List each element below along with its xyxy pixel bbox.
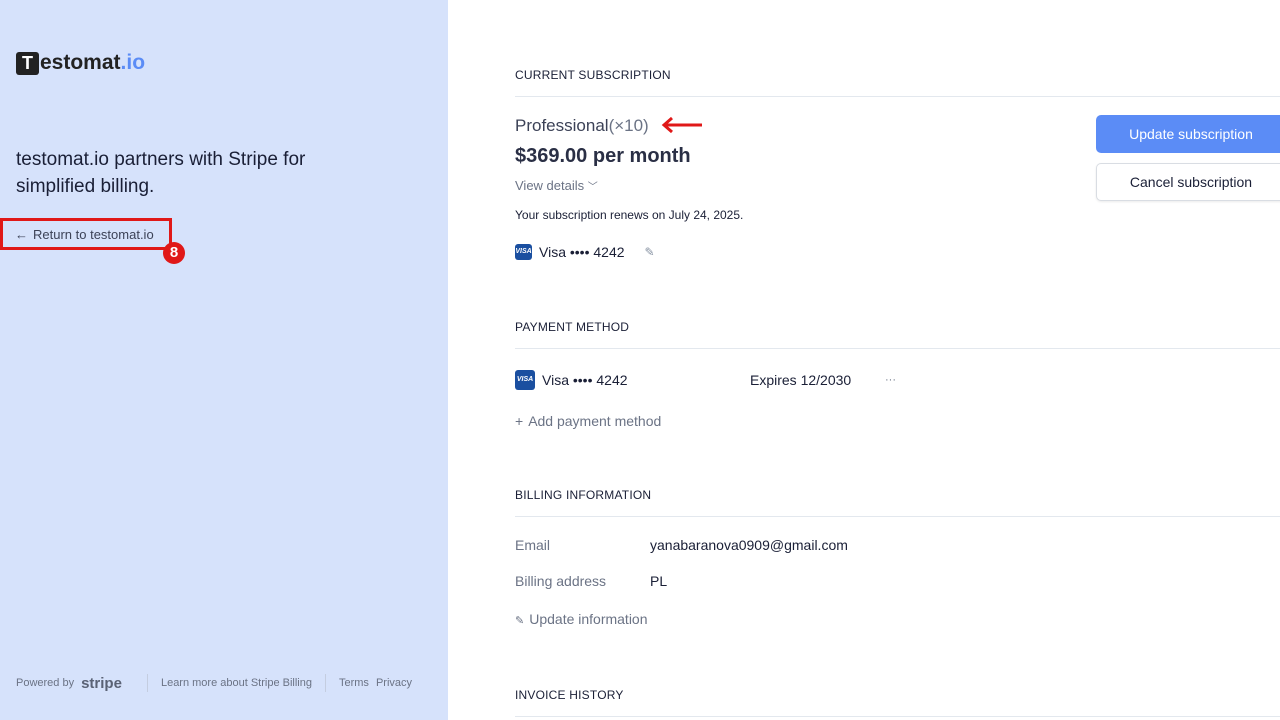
cancel-subscription-button[interactable]: Cancel subscription bbox=[1096, 163, 1280, 201]
update-information-button[interactable]: ✎ Update information bbox=[515, 611, 648, 627]
card-expiry: Expires 12/2030 bbox=[750, 372, 852, 388]
subscription-card: VISA Visa •••• 4242 ✎ bbox=[515, 244, 655, 260]
testomat-logo[interactable]: T estomat .io bbox=[16, 51, 145, 75]
card-label: Visa •••• 4242 bbox=[542, 372, 628, 388]
divider bbox=[324, 674, 326, 692]
current-subscription-header: CURRENT SUBSCRIPTION bbox=[515, 68, 1280, 97]
section-title: BILLING INFORMATION bbox=[515, 488, 652, 502]
section-title: CURRENT SUBSCRIPTION bbox=[515, 68, 671, 82]
return-link[interactable]: ← Return to testomat.io bbox=[0, 218, 172, 250]
logo-name: estomat bbox=[40, 51, 121, 74]
divider bbox=[515, 348, 1280, 349]
tagline: testomat.io partners with Stripe for sim… bbox=[16, 149, 306, 197]
divider bbox=[146, 674, 148, 692]
powered-by: Powered by bbox=[16, 677, 75, 689]
billing-information-header: BILLING INFORMATION bbox=[515, 488, 1280, 517]
payment-method-row: VISA Visa •••• 4242 Expires 12/2030 ··· bbox=[515, 370, 915, 390]
card-label: Visa •••• 4242 bbox=[539, 244, 625, 260]
edit-icon[interactable]: ✎ bbox=[644, 245, 655, 259]
plan-name: Professional(×10) bbox=[515, 116, 649, 136]
edit-icon: ✎ bbox=[515, 615, 525, 627]
update-information-label: Update information bbox=[529, 611, 648, 627]
view-details-label: View details bbox=[515, 178, 585, 193]
logo-suffix: .io bbox=[120, 51, 146, 74]
plan-label: Professional bbox=[515, 116, 609, 135]
update-subscription-button[interactable]: Update subscription bbox=[1096, 115, 1280, 153]
add-payment-method-button[interactable]: + Add payment method bbox=[515, 413, 661, 429]
sidebar: T estomat .io testomat.io partners with S… bbox=[0, 0, 448, 720]
visa-icon: VISA bbox=[515, 244, 532, 260]
add-payment-label: Add payment method bbox=[528, 413, 662, 429]
plus-icon: + bbox=[515, 413, 524, 429]
plan-price: $369.00 per month bbox=[515, 145, 691, 167]
view-details-toggle[interactable]: View details ﹀ bbox=[515, 178, 598, 193]
sidebar-footer: Powered by stripe Learn more about Strip… bbox=[16, 674, 412, 692]
email-value: yanabaranova0909@gmail.com bbox=[650, 537, 848, 553]
divider bbox=[515, 716, 1280, 717]
payment-method-header: PAYMENT METHOD bbox=[515, 320, 1280, 349]
terms-link[interactable]: Terms bbox=[338, 677, 369, 689]
address-label: Billing address bbox=[515, 573, 607, 589]
section-title: PAYMENT METHOD bbox=[515, 320, 630, 334]
address-value: PL bbox=[650, 573, 668, 589]
renewal-text: Your subscription renews on July 24, 202… bbox=[515, 208, 744, 222]
visa-icon: VISA bbox=[515, 370, 535, 390]
arrow-left-icon: ← bbox=[15, 226, 28, 242]
plan-quantity: (×10) bbox=[608, 116, 649, 135]
learn-more-link[interactable]: Learn more about Stripe Billing bbox=[160, 677, 312, 689]
logo-mark: T bbox=[16, 51, 39, 75]
privacy-link[interactable]: Privacy bbox=[375, 677, 412, 689]
divider bbox=[515, 516, 1280, 517]
section-title: INVOICE HISTORY bbox=[515, 688, 624, 702]
email-label: Email bbox=[515, 537, 551, 553]
more-options-icon[interactable]: ··· bbox=[885, 374, 896, 386]
divider bbox=[515, 96, 1280, 97]
chevron-down-icon: ﹀ bbox=[587, 182, 598, 193]
invoice-history-header: INVOICE HISTORY bbox=[515, 688, 1280, 717]
annotation-badge: 8 bbox=[163, 242, 185, 264]
annotation-arrow-icon bbox=[661, 116, 702, 134]
return-label: Return to testomat.io bbox=[33, 226, 154, 242]
stripe-logo[interactable]: stripe bbox=[81, 674, 122, 692]
